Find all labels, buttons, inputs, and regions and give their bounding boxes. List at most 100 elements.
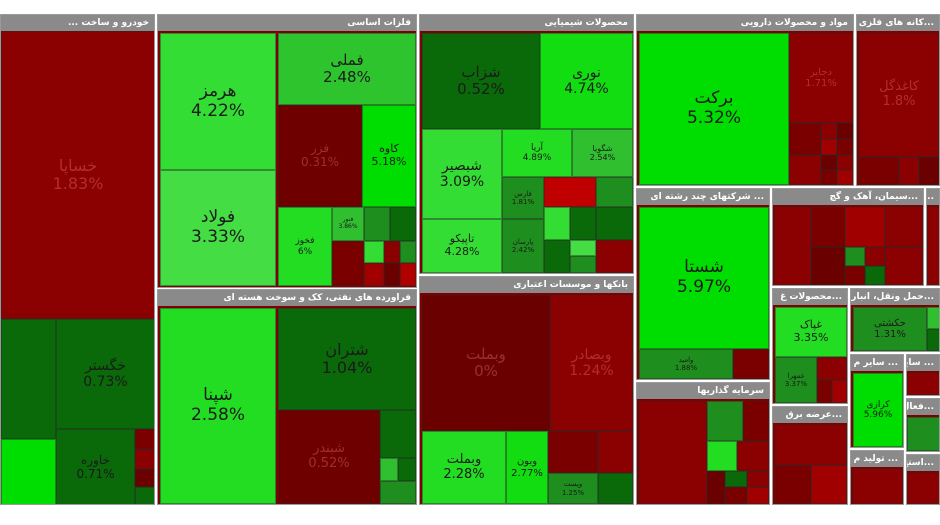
- stock-tile[interactable]: وپست 1.25%: [548, 473, 598, 504]
- stock-tile[interactable]: [927, 329, 939, 351]
- stock-tile[interactable]: [737, 441, 769, 471]
- stock-tile[interactable]: وبون 2.77%: [506, 431, 548, 504]
- stock-tile[interactable]: [865, 247, 885, 266]
- stock-tile[interactable]: خگستر 0.73%: [56, 319, 154, 429]
- stock-tile[interactable]: پارسان 2.42%: [502, 219, 544, 273]
- stock-tile[interactable]: [707, 471, 725, 504]
- stock-tile[interactable]: فولاد 3.33%: [160, 170, 276, 286]
- sector-header[interactable]: ... سایر واس: [907, 355, 939, 371]
- stock-tile[interactable]: [725, 487, 747, 504]
- stock-tile[interactable]: دجابر 1.71%: [789, 33, 853, 123]
- stock-tile[interactable]: [743, 401, 769, 441]
- stock-tile[interactable]: فنور 3.86%: [332, 207, 364, 241]
- stock-tile[interactable]: [390, 207, 416, 241]
- stock-tile[interactable]: وامید 1.88%: [639, 349, 733, 379]
- sector-header[interactable]: ...فعال: [907, 399, 939, 415]
- stock-tile[interactable]: [845, 247, 865, 266]
- stock-tile[interactable]: شتران 1.04%: [278, 308, 416, 410]
- stock-tile[interactable]: غمهرا 3.37%: [775, 357, 817, 403]
- stock-tile[interactable]: [821, 139, 837, 155]
- sector-header[interactable]: ...استخ: [907, 455, 939, 471]
- stock-tile[interactable]: [570, 240, 596, 256]
- stock-tile[interactable]: وبصادر 1.24%: [550, 295, 633, 431]
- stock-tile[interactable]: [598, 473, 633, 504]
- stock-tile[interactable]: غپاک 3.35%: [775, 307, 847, 357]
- stock-tile[interactable]: [907, 417, 939, 451]
- stock-tile[interactable]: [1, 439, 56, 504]
- stock-tile[interactable]: [380, 458, 398, 481]
- stock-tile[interactable]: نوری 4.74%: [540, 33, 633, 129]
- stock-tile[interactable]: [775, 207, 811, 285]
- stock-tile[interactable]: [885, 207, 923, 247]
- stock-tile[interactable]: فخوز 6%: [278, 207, 332, 286]
- stock-tile[interactable]: [789, 155, 821, 185]
- stock-tile[interactable]: [135, 449, 154, 469]
- stock-tile[interactable]: [364, 263, 384, 286]
- sector-header[interactable]: ... شرکتهای چند رشته ای: [637, 189, 769, 205]
- stock-tile[interactable]: آریا 4.89%: [502, 129, 572, 177]
- stock-tile[interactable]: کاوه 5.18%: [362, 105, 416, 207]
- stock-tile[interactable]: فزر 0.31%: [278, 105, 362, 207]
- stock-tile[interactable]: [400, 263, 416, 286]
- stock-tile[interactable]: [907, 473, 939, 504]
- stock-tile[interactable]: [811, 465, 847, 504]
- stock-tile[interactable]: شگویا 2.54%: [572, 129, 633, 177]
- stock-tile[interactable]: [332, 241, 364, 286]
- stock-tile[interactable]: [837, 155, 853, 170]
- stock-tile[interactable]: خساپا 1.83%: [1, 31, 154, 319]
- stock-tile[interactable]: شبندر 0.52%: [278, 410, 380, 504]
- stock-tile[interactable]: [747, 487, 769, 504]
- stock-tile[interactable]: [548, 431, 598, 473]
- sector-header[interactable]: ... سایر م: [851, 355, 903, 371]
- stock-tile[interactable]: [837, 139, 853, 155]
- sector-header[interactable]: ... تولید م: [851, 451, 903, 467]
- stock-tile[interactable]: [821, 170, 837, 185]
- stock-tile[interactable]: [907, 373, 939, 395]
- stock-tile[interactable]: [544, 207, 570, 240]
- stock-tile[interactable]: [596, 177, 633, 207]
- stock-tile[interactable]: [364, 241, 384, 263]
- stock-tile[interactable]: [747, 471, 769, 487]
- stock-tile[interactable]: [733, 349, 769, 379]
- stock-tile[interactable]: [135, 469, 154, 487]
- stock-tile[interactable]: [832, 380, 847, 403]
- sector-header[interactable]: بانکها و موسسات اعتباری: [420, 277, 633, 293]
- stock-tile[interactable]: [598, 431, 633, 473]
- stock-tile[interactable]: [380, 410, 416, 458]
- stock-tile[interactable]: [775, 425, 847, 465]
- stock-tile[interactable]: [775, 465, 811, 504]
- stock-tile[interactable]: [811, 207, 845, 247]
- stock-tile[interactable]: [885, 247, 923, 285]
- stock-tile[interactable]: [384, 263, 400, 286]
- sector-header[interactable]: مواد و محصولات دارویی: [637, 15, 853, 31]
- stock-tile[interactable]: [639, 401, 707, 504]
- stock-tile[interactable]: [865, 266, 885, 285]
- sector-header[interactable]: ...ک: [927, 189, 939, 205]
- stock-tile[interactable]: شزاب 0.52%: [422, 33, 540, 129]
- stock-tile[interactable]: [398, 458, 416, 481]
- stock-tile[interactable]: [707, 401, 743, 441]
- sector-header[interactable]: خودرو و ساخت ...: [1, 15, 154, 31]
- stock-tile[interactable]: [570, 256, 596, 273]
- sector-header[interactable]: سرمایه گذاریها: [637, 383, 769, 399]
- stock-tile[interactable]: [570, 207, 596, 240]
- stock-tile[interactable]: وبملت 2.28%: [422, 431, 506, 504]
- stock-tile[interactable]: [1, 319, 56, 439]
- stock-tile[interactable]: کرازی 5.96%: [853, 373, 903, 447]
- stock-tile[interactable]: برکت 5.32%: [639, 33, 789, 185]
- stock-tile[interactable]: [544, 177, 596, 207]
- stock-tile[interactable]: [837, 170, 853, 185]
- sector-header[interactable]: ...عرضه برق: [773, 407, 847, 423]
- stock-tile[interactable]: [859, 157, 899, 185]
- sector-header[interactable]: فراورده های نفتی، کک و سوخت هسته ای: [158, 290, 416, 306]
- stock-tile[interactable]: [919, 157, 939, 185]
- stock-tile[interactable]: شستا 5.97%: [639, 207, 769, 349]
- stock-tile[interactable]: [707, 441, 737, 471]
- stock-tile[interactable]: [817, 380, 832, 403]
- stock-tile[interactable]: [135, 487, 154, 504]
- stock-tile[interactable]: [725, 471, 747, 487]
- stock-tile[interactable]: [596, 207, 633, 240]
- stock-tile[interactable]: حکشتی 1.31%: [853, 307, 927, 351]
- sector-header[interactable]: ...سیمان، آهک و گچ: [773, 189, 923, 205]
- sector-header[interactable]: ...محصولات غ: [773, 289, 847, 305]
